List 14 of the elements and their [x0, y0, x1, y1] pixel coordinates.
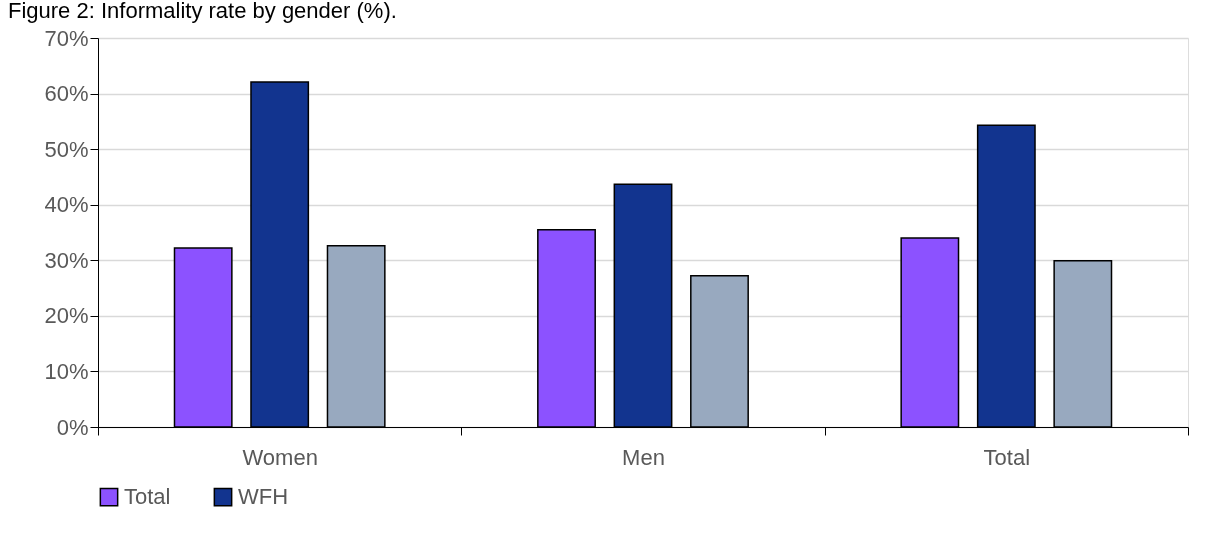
- y-tick-label: 50%: [44, 136, 89, 162]
- legend-label: WFH: [238, 484, 289, 510]
- x-tick-label: Men: [622, 444, 665, 470]
- y-tick-label: 40%: [44, 192, 89, 218]
- y-tick-label: 30%: [44, 247, 89, 273]
- y-tick-label: 10%: [44, 358, 89, 384]
- chart-title: Figure 2: Informality rate by gender (%).: [8, 0, 397, 23]
- y-tick-label: 60%: [44, 81, 89, 107]
- y-tick-label: 70%: [44, 25, 89, 51]
- y-tick-label: 0%: [56, 414, 89, 440]
- x-tick-label: Women: [242, 444, 318, 470]
- legend-label: Total: [124, 484, 171, 510]
- x-tick-label: Total: [983, 444, 1031, 470]
- y-tick-label: 20%: [44, 303, 89, 329]
